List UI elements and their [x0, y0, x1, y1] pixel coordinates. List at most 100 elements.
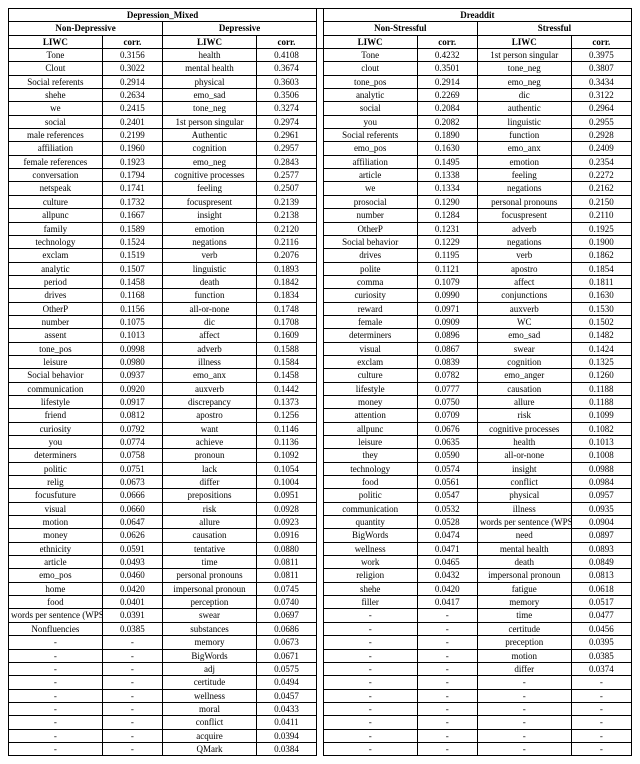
- corr-cell: 0.1136: [256, 436, 316, 449]
- corr-cell: 0.0547: [417, 489, 477, 502]
- liwc-cell: -: [477, 729, 571, 742]
- corr-cell: -: [417, 716, 477, 729]
- corr-cell: 0.1524: [102, 235, 162, 248]
- liwc-cell: -: [323, 689, 417, 702]
- subheader-left-b: Depressive: [163, 22, 317, 35]
- corr-cell: 0.0951: [256, 489, 316, 502]
- liwc-cell: leisure: [323, 436, 417, 449]
- liwc-cell: apostro: [163, 409, 257, 422]
- liwc-cell: allpunc: [323, 422, 417, 435]
- table-row: you0.0774achieve0.1136leisure0.0635healt…: [9, 436, 632, 449]
- corr-cell: 0.0574: [417, 462, 477, 475]
- corr-cell: -: [417, 622, 477, 635]
- corr-cell: 0.0532: [417, 502, 477, 515]
- table-row: leisure0.0980illness0.1584exclam0.0839co…: [9, 355, 632, 368]
- corr-cell: 0.2269: [417, 89, 477, 102]
- corr-cell: 0.1008: [571, 449, 631, 462]
- corr-cell: 0.1960: [102, 142, 162, 155]
- liwc-cell: verb: [163, 249, 257, 262]
- corr-cell: 0.1075: [102, 315, 162, 328]
- liwc-cell: BigWords: [323, 529, 417, 542]
- col-corr: corr.: [256, 35, 316, 48]
- liwc-cell: Nonfluencies: [9, 622, 103, 635]
- table-row: Social referents0.2914physical0.3603tone…: [9, 75, 632, 88]
- liwc-cell: function: [163, 289, 257, 302]
- liwc-cell: emo_neg: [163, 155, 257, 168]
- corr-cell: -: [571, 702, 631, 715]
- corr-cell: 0.1588: [256, 342, 316, 355]
- corr-cell: 0.1748: [256, 302, 316, 315]
- corr-cell: 0.0990: [417, 289, 477, 302]
- liwc-cell: apostro: [477, 262, 571, 275]
- corr-cell: 0.1834: [256, 289, 316, 302]
- corr-cell: 0.1811: [571, 275, 631, 288]
- table-row: Clout0.3022mental health0.3674clout0.350…: [9, 62, 632, 75]
- liwc-cell: communication: [323, 502, 417, 515]
- liwc-cell: tentative: [163, 542, 257, 555]
- corr-cell: 0.2082: [417, 115, 477, 128]
- corr-cell: 0.0374: [571, 662, 631, 675]
- table-row: motion0.0647allure0.0923quantity0.0528wo…: [9, 516, 632, 529]
- table-row: drives0.1168function0.1834curiosity0.099…: [9, 289, 632, 302]
- corr-cell: 0.0811: [256, 569, 316, 582]
- corr-cell: 0.2843: [256, 155, 316, 168]
- corr-cell: 0.0590: [417, 449, 477, 462]
- corr-cell: -: [417, 609, 477, 622]
- table-row: words per sentence (WPS)0.0391swear0.069…: [9, 609, 632, 622]
- corr-cell: 0.0394: [256, 729, 316, 742]
- table-row: determiners0.0758pronoun0.1092they0.0590…: [9, 449, 632, 462]
- liwc-cell: comma: [323, 275, 417, 288]
- liwc-cell: acquire: [163, 729, 257, 742]
- corr-cell: 0.0928: [256, 502, 316, 515]
- liwc-cell: -: [9, 716, 103, 729]
- liwc-cell: friend: [9, 409, 103, 422]
- corr-cell: 0.1458: [102, 275, 162, 288]
- table-row: focusfuture0.0666prepositions0.0951polit…: [9, 489, 632, 502]
- corr-cell: -: [417, 636, 477, 649]
- liwc-cell: technology: [9, 235, 103, 248]
- corr-cell: 0.1502: [571, 315, 631, 328]
- liwc-cell: polite: [323, 262, 417, 275]
- corr-cell: 0.0980: [102, 355, 162, 368]
- liwc-cell: cognitive processes: [163, 169, 257, 182]
- liwc-cell: motion: [9, 516, 103, 529]
- liwc-cell: negations: [477, 182, 571, 195]
- corr-cell: 0.0751: [102, 462, 162, 475]
- liwc-cell: swear: [163, 609, 257, 622]
- corr-cell: 0.0849: [571, 556, 631, 569]
- liwc-cell: article: [323, 169, 417, 182]
- corr-cell: 0.0673: [256, 636, 316, 649]
- liwc-cell: QMark: [163, 742, 257, 755]
- liwc-cell: all-or-none: [477, 449, 571, 462]
- liwc-cell: -: [9, 676, 103, 689]
- liwc-cell: we: [323, 182, 417, 195]
- liwc-cell: tone_neg: [477, 62, 571, 75]
- corr-cell: -: [102, 716, 162, 729]
- table-row: emo_pos0.0460personal pronouns0.0811reli…: [9, 569, 632, 582]
- corr-cell: -: [417, 662, 477, 675]
- liwc-cell: focuspresent: [477, 209, 571, 222]
- liwc-cell: causation: [163, 529, 257, 542]
- corr-cell: 0.1013: [571, 436, 631, 449]
- liwc-cell: clout: [323, 62, 417, 75]
- liwc-cell: memory: [163, 636, 257, 649]
- liwc-cell: -: [9, 636, 103, 649]
- liwc-cell: allure: [163, 516, 257, 529]
- corr-cell: 0.1188: [571, 395, 631, 408]
- corr-cell: 0.1708: [256, 315, 316, 328]
- corr-cell: 0.1584: [256, 355, 316, 368]
- corr-cell: 0.1082: [571, 422, 631, 435]
- liwc-cell: we: [9, 102, 103, 115]
- liwc-cell: tone_pos: [323, 75, 417, 88]
- corr-cell: 0.1900: [571, 235, 631, 248]
- liwc-cell: adverb: [163, 342, 257, 355]
- table-row: --acquire0.0394----: [9, 729, 632, 742]
- liwc-cell: family: [9, 222, 103, 235]
- col-liwc: LIWC: [163, 35, 257, 48]
- corr-cell: 0.1741: [102, 182, 162, 195]
- corr-cell: 0.2162: [571, 182, 631, 195]
- corr-cell: 0.0460: [102, 569, 162, 582]
- corr-cell: 0.1231: [417, 222, 477, 235]
- table-row: curiosity0.0792want0.1146allpunc0.0676co…: [9, 422, 632, 435]
- liwc-cell: death: [163, 275, 257, 288]
